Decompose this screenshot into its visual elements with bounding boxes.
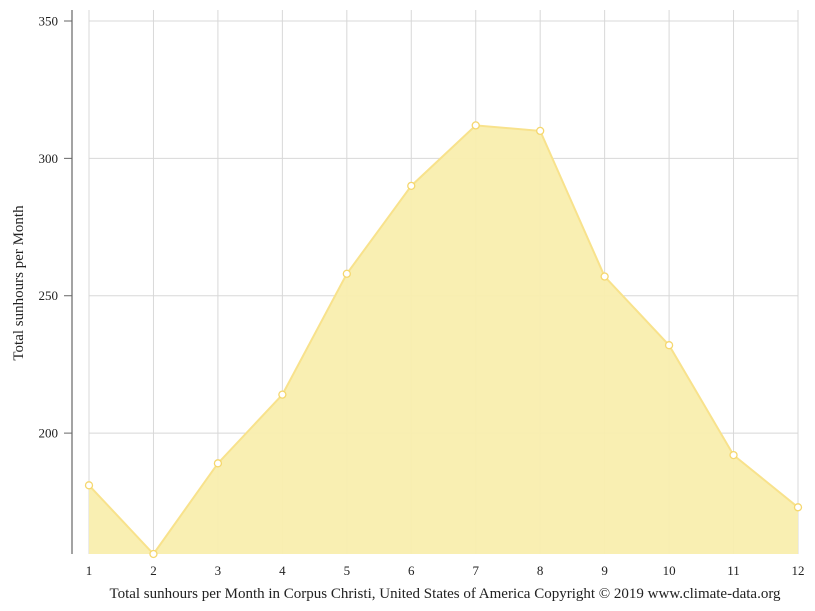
- data-point[interactable]: [408, 182, 415, 189]
- y-tick-label: 200: [39, 426, 59, 441]
- data-point[interactable]: [472, 122, 479, 129]
- area-layer: [89, 125, 798, 554]
- data-point[interactable]: [150, 551, 157, 558]
- x-tick-label: 9: [601, 563, 608, 578]
- data-point[interactable]: [279, 391, 286, 398]
- data-point[interactable]: [601, 273, 608, 280]
- x-tick-label: 8: [537, 563, 544, 578]
- x-tick-label: 1: [86, 563, 93, 578]
- x-tick-label: 12: [792, 563, 805, 578]
- y-tick-label: 350: [39, 13, 59, 28]
- x-tick-label: 3: [215, 563, 222, 578]
- x-tick-label: 10: [663, 563, 676, 578]
- data-point[interactable]: [86, 482, 93, 489]
- y-tick-label: 250: [39, 288, 59, 303]
- x-tick-label: 2: [150, 563, 157, 578]
- x-tick-label: 7: [472, 563, 479, 578]
- x-tick-label: 4: [279, 563, 286, 578]
- chart-caption: Total sunhours per Month in Corpus Chris…: [109, 586, 781, 602]
- y-tick-label: 300: [39, 151, 59, 166]
- y-axis-title: Total sunhours per Month: [11, 205, 27, 361]
- y-tick-labels: 200 250 300 350: [39, 13, 59, 440]
- axes-layer: [64, 10, 72, 554]
- data-point[interactable]: [537, 127, 544, 134]
- data-point[interactable]: [795, 504, 802, 511]
- data-point[interactable]: [666, 342, 673, 349]
- data-point[interactable]: [343, 270, 350, 277]
- x-tick-label: 6: [408, 563, 415, 578]
- x-tick-label: 5: [344, 563, 351, 578]
- x-tick-label: 11: [727, 563, 740, 578]
- sunhours-area: [89, 125, 798, 554]
- data-point[interactable]: [730, 452, 737, 459]
- x-tick-labels: 1 2 3 4 5 6 7 8 9 10 11 12: [86, 563, 805, 578]
- data-point[interactable]: [214, 460, 221, 467]
